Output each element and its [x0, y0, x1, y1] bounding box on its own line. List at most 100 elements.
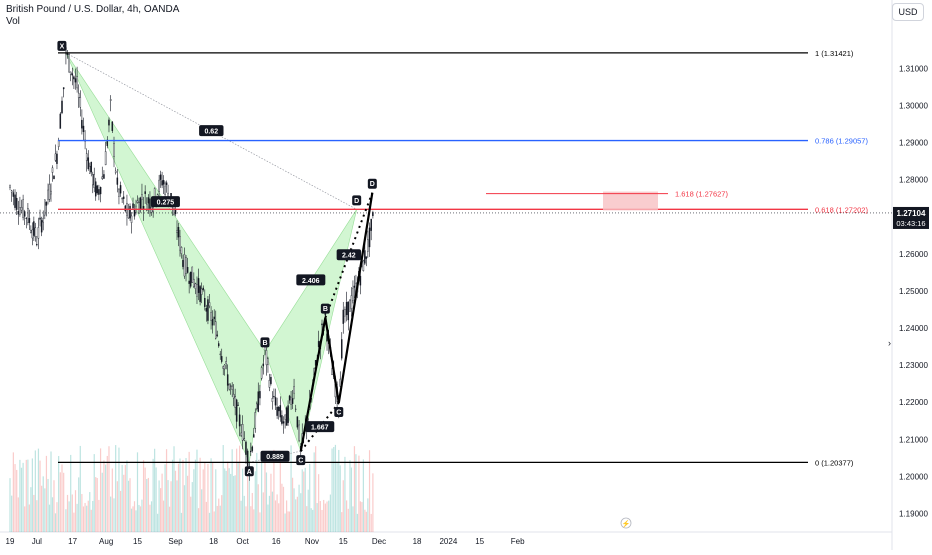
candle-body [219, 353, 221, 355]
candle-body [61, 100, 63, 114]
volume-bar [78, 477, 80, 532]
candle-body [188, 280, 190, 284]
volume-bar [152, 458, 154, 532]
volume-bar [250, 506, 252, 532]
flash-icon-circle [620, 517, 632, 529]
candle-body [342, 309, 345, 324]
volume-bar [248, 456, 250, 532]
volume-bar [315, 446, 317, 532]
volume-bar [222, 445, 224, 532]
volume-bar [48, 504, 51, 532]
fib-level-label: 0.786 (1.29057) [815, 137, 868, 146]
volume-bar [158, 480, 160, 532]
candle-body [241, 424, 244, 441]
volume-bar [116, 481, 118, 532]
candle-body [349, 299, 351, 312]
candle-body [180, 247, 183, 254]
volume-bar [182, 459, 184, 532]
ratio-label: 0.275 [150, 196, 180, 208]
candle-body [47, 189, 49, 200]
candle-body [370, 218, 372, 231]
pattern-point-badge [260, 337, 270, 348]
candle-body [90, 161, 93, 173]
volume-bar [168, 506, 171, 532]
prz-box [603, 191, 658, 211]
volume-bar [126, 460, 128, 532]
volume-bar [61, 464, 63, 532]
candle-body [164, 185, 166, 195]
x-tick-label: Nov [305, 537, 319, 546]
y-tick-label: 1.30000 [899, 102, 928, 111]
volume-bar [347, 508, 349, 532]
candle-body [31, 229, 34, 239]
candle-body [341, 339, 343, 359]
candle-body [321, 323, 323, 326]
x-tick-label: 18 [209, 537, 218, 546]
volume-bar [307, 489, 309, 532]
ratio-text: 2.42 [342, 253, 356, 260]
candle-body [147, 197, 150, 204]
volume-bar [364, 509, 366, 532]
volume-bar [70, 454, 72, 532]
candle-body [229, 385, 232, 387]
countdown-value: 03:43:16 [896, 219, 925, 228]
volume-bar [146, 479, 148, 532]
x-tick-label: 2024 [439, 537, 457, 546]
candle-body [235, 399, 238, 422]
volume-bar [68, 501, 70, 532]
x-tick-label: 15 [339, 537, 348, 546]
candle-body [73, 76, 75, 80]
volume-bar [66, 494, 69, 532]
candle-body [353, 285, 356, 288]
candle-body [12, 192, 15, 197]
volume-bar [86, 505, 88, 532]
volume-bar [367, 498, 369, 532]
volume-bar [318, 474, 320, 532]
volume-bar [103, 460, 105, 532]
volume-bar [328, 500, 330, 532]
candle-body [317, 341, 320, 347]
volume-bar [225, 470, 227, 532]
y-tick-label: 1.20000 [899, 472, 928, 481]
volume-bar [127, 480, 130, 532]
candle-body [130, 215, 133, 223]
volume-bar [254, 471, 256, 532]
volume-bar [42, 476, 44, 532]
ratio-badge [150, 196, 180, 208]
volume-bar [243, 495, 245, 532]
pattern-point-d: D [352, 195, 362, 206]
candle-body [177, 226, 180, 238]
volume-bar [99, 448, 102, 532]
volume-bar [51, 497, 54, 532]
candle-body [200, 288, 203, 295]
volume-bar [138, 504, 140, 532]
candle-body [77, 92, 80, 98]
candle-body [246, 450, 249, 466]
volume-bar [208, 512, 211, 532]
volume-bar [231, 449, 233, 532]
volume-bar [185, 458, 187, 532]
volume-bar [259, 512, 261, 532]
volume-bar [372, 473, 374, 532]
volume-bar [193, 469, 195, 532]
volume-bar [233, 475, 235, 532]
volume-bar [108, 446, 110, 532]
candle-body [114, 170, 117, 173]
candle-body [101, 176, 104, 180]
candle-body [216, 334, 219, 336]
currency-button[interactable]: USD [892, 3, 924, 21]
volume-bar [295, 499, 297, 532]
current-price-value: 1.27104 [897, 209, 926, 218]
pattern-point-label: C [336, 409, 341, 416]
candle-body [222, 366, 224, 369]
ratio-badge [260, 450, 290, 462]
x-tick-label: 19 [6, 537, 15, 546]
candle-body [189, 271, 192, 287]
volume-bar [87, 500, 89, 532]
volume-bar [273, 449, 275, 532]
volume-bar [31, 458, 33, 532]
candle-body [118, 189, 120, 197]
ratio-text: 0.889 [266, 454, 284, 461]
